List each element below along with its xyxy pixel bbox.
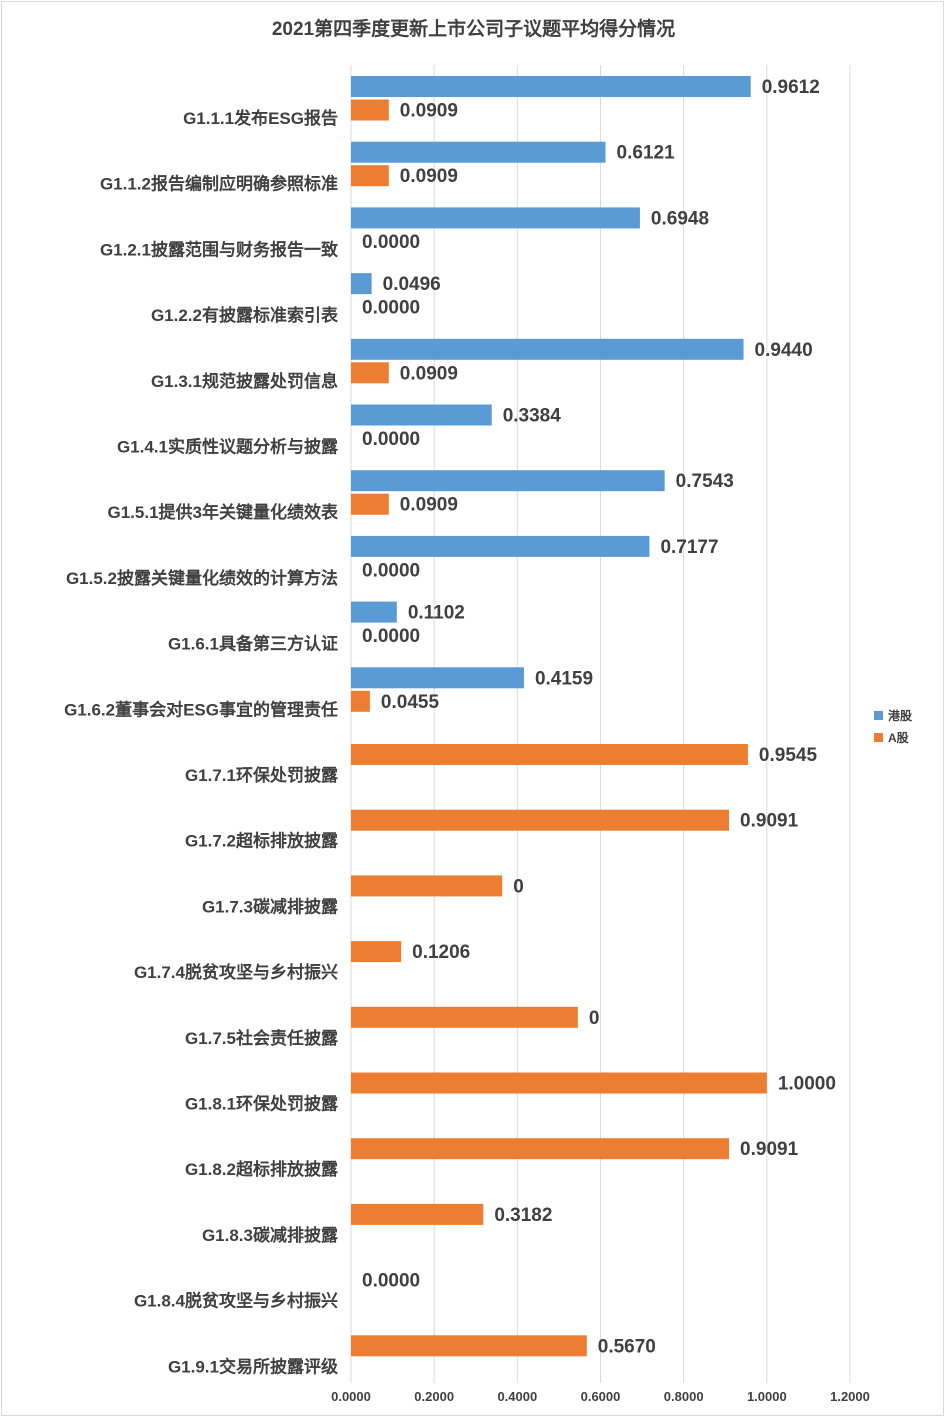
data-label-hk: 0.4159 bbox=[535, 668, 593, 689]
legend-swatch-hk bbox=[874, 710, 883, 720]
legend: 港股 A股 bbox=[874, 704, 912, 748]
legend-item-a[interactable]: A股 bbox=[874, 726, 912, 748]
bar-a bbox=[351, 744, 748, 765]
bar-a bbox=[351, 1335, 587, 1357]
bar-a bbox=[351, 362, 389, 384]
data-label-a: 0.9091 bbox=[740, 811, 799, 832]
bar-hk bbox=[351, 667, 524, 689]
category-label: G1.7.2超标排放披露 bbox=[185, 831, 339, 851]
category-label: G1.2.2有披露标准索引表 bbox=[151, 305, 339, 325]
data-label-hk: 0.1102 bbox=[408, 603, 465, 624]
x-tick-label: 0.6000 bbox=[581, 1389, 621, 1404]
bar-hk bbox=[351, 601, 397, 623]
bar-a bbox=[351, 165, 389, 187]
category-label: G1.7.3碳减排披露 bbox=[202, 896, 339, 916]
bar-hk bbox=[351, 535, 650, 557]
bar-a bbox=[351, 875, 503, 897]
data-label-hk: 0.0496 bbox=[383, 274, 441, 295]
legend-item-hk[interactable]: 港股 bbox=[874, 704, 912, 726]
bar-hk bbox=[351, 273, 372, 295]
category-label: G1.2.1披露范围与财务报告一致 bbox=[100, 239, 339, 259]
category-label: G1.1.2报告编制应明确参照标准 bbox=[100, 174, 338, 194]
data-label-a: 0.5670 bbox=[598, 1336, 656, 1357]
category-label: G1.9.1交易所披露评级 bbox=[168, 1356, 338, 1376]
x-tick-label: 0.4000 bbox=[497, 1389, 537, 1404]
category-label: G1.6.2董事会对ESG事宜的管理责任 bbox=[64, 699, 338, 719]
bar-a bbox=[351, 1138, 730, 1160]
data-label-a: 0 bbox=[589, 1008, 600, 1029]
bar-a bbox=[351, 690, 370, 712]
legend-label-a: A股 bbox=[888, 730, 909, 745]
category-label: G1.8.1环保处罚披露 bbox=[185, 1094, 339, 1114]
category-label: G1.8.4脱贫攻坚与乡村振兴 bbox=[134, 1291, 338, 1311]
data-label-hk: 0.3384 bbox=[503, 406, 562, 427]
bar-a bbox=[351, 941, 402, 963]
category-label: G1.7.1环保处罚披露 bbox=[185, 765, 339, 785]
category-label: G1.5.2披露关键量化绩效的计算方法 bbox=[66, 568, 338, 588]
bar-hk bbox=[351, 141, 606, 163]
data-label-hk: 0.6121 bbox=[617, 143, 676, 164]
data-label-a: 0 bbox=[513, 876, 524, 897]
data-label-a: 0.1206 bbox=[412, 942, 470, 963]
x-tick-label: 0.2000 bbox=[414, 1389, 454, 1404]
x-tick-label: 0.8000 bbox=[664, 1389, 704, 1404]
bar-a bbox=[351, 809, 730, 831]
x-tick-label: 1.2000 bbox=[830, 1389, 870, 1404]
bar-a bbox=[351, 1072, 767, 1094]
x-tick-label: 0.0000 bbox=[331, 1389, 371, 1404]
data-label-hk: 0.9612 bbox=[762, 77, 820, 98]
category-label: G1.7.4脱贫攻坚与乡村振兴 bbox=[134, 962, 338, 982]
category-label: G1.8.2超标排放披露 bbox=[185, 1159, 339, 1179]
bar-hk bbox=[351, 338, 744, 360]
bar-hk bbox=[351, 404, 492, 426]
data-label-a: 0.0455 bbox=[381, 692, 440, 713]
chart-title: 2021第四季度更新上市公司子议题平均得分情况 bbox=[271, 19, 676, 40]
data-label-a: 0.0909 bbox=[400, 363, 458, 384]
data-label-a: 0.0000 bbox=[362, 626, 420, 647]
data-label-a: 0.9545 bbox=[759, 745, 818, 766]
bar-hk bbox=[351, 470, 665, 492]
data-label-a: 0.0909 bbox=[400, 495, 458, 516]
data-label-a: 0.9091 bbox=[740, 1139, 799, 1160]
data-label-a: 0.0909 bbox=[400, 101, 458, 122]
legend-swatch-a bbox=[874, 732, 883, 742]
data-label-a: 0.3182 bbox=[494, 1205, 552, 1226]
category-label: G1.3.1规范披露处罚信息 bbox=[151, 371, 338, 391]
data-label-a: 0.0000 bbox=[362, 232, 420, 253]
category-label: G1.5.1提供3年关键量化绩效表 bbox=[108, 502, 339, 522]
category-label: G1.4.1实质性议题分析与披露 bbox=[117, 437, 339, 457]
data-label-a: 1.0000 bbox=[778, 1074, 836, 1095]
bar-a bbox=[351, 493, 389, 515]
bar-a bbox=[351, 99, 389, 121]
category-label: G1.7.5社会责任披露 bbox=[185, 1028, 339, 1048]
data-label-hk: 0.9440 bbox=[755, 340, 813, 361]
legend-label-hk: 港股 bbox=[888, 708, 913, 723]
bar-a bbox=[351, 1006, 578, 1028]
data-label-hk: 0.6948 bbox=[651, 208, 709, 229]
data-label-a: 0.0000 bbox=[362, 429, 420, 450]
bar-a bbox=[351, 1203, 484, 1225]
data-label-a: 0.0000 bbox=[362, 1271, 420, 1292]
category-label: G1.1.1发布ESG报告 bbox=[183, 108, 338, 128]
bar-hk bbox=[351, 207, 640, 229]
x-tick-label: 1.0000 bbox=[747, 1389, 787, 1404]
data-label-hk: 0.7543 bbox=[676, 471, 734, 492]
data-label-a: 0.0000 bbox=[362, 298, 420, 319]
data-label-a: 0.0909 bbox=[400, 166, 458, 187]
data-label-a: 0.0000 bbox=[362, 560, 420, 581]
data-label-hk: 0.7177 bbox=[660, 537, 718, 558]
category-label: G1.8.3碳减排披露 bbox=[202, 1225, 339, 1245]
category-label: G1.6.1具备第三方认证 bbox=[168, 634, 338, 654]
bar-hk bbox=[351, 76, 751, 97]
